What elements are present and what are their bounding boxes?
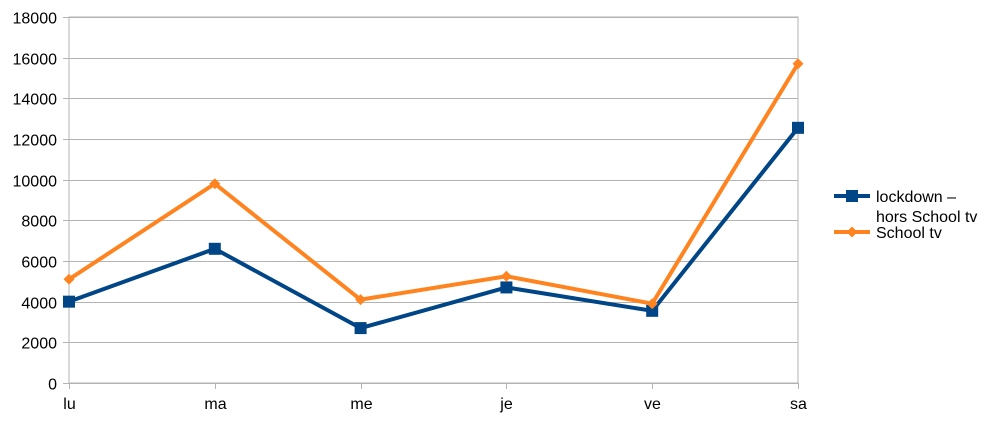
data-point-diamond (500, 270, 512, 282)
y-tick-label: 4000 (21, 296, 57, 313)
x-tick-label: sa (790, 396, 807, 413)
y-tick-label: 0 (48, 377, 57, 394)
data-point-square (500, 281, 513, 294)
y-tick-label: 10000 (13, 174, 58, 191)
y-tick-label: 2000 (21, 336, 57, 353)
x-tick-label: ma (204, 396, 226, 413)
data-point-square (63, 295, 75, 308)
data-point-square (208, 242, 221, 255)
data-point-diamond (646, 298, 658, 310)
series-lines (63, 58, 804, 335)
y-tick-label: 18000 (13, 11, 58, 28)
legend-label: hors School tv (876, 209, 977, 226)
y-tick-label: 14000 (13, 92, 58, 109)
data-point-diamond (846, 226, 858, 238)
y-tick-label: 6000 (21, 255, 57, 272)
data-point-square (792, 121, 804, 134)
y-tick-label: 8000 (21, 214, 57, 231)
y-tick-label: 16000 (13, 52, 58, 69)
y-tick-label: 12000 (13, 133, 58, 150)
data-point-diamond (63, 273, 75, 285)
legend-label: lockdown – (876, 189, 956, 206)
series-0 (63, 121, 804, 335)
data-point-diamond (209, 178, 221, 190)
data-point-square (354, 322, 367, 335)
plot-frame (68, 16, 799, 384)
legend-entry-0: lockdown – hors School tv (834, 189, 977, 226)
series-1 (63, 58, 804, 310)
axes: 0 2000 4000 6000 8000 10000 12000 14000 16000 180… (13, 11, 808, 414)
legend-label: School tv (876, 225, 942, 242)
data-point-diamond (792, 58, 804, 70)
x-tick-label: je (499, 396, 513, 413)
data-point-square (846, 190, 858, 202)
series-line (67, 125, 800, 331)
data-point-square (646, 304, 659, 317)
series-line (67, 61, 800, 306)
x-tick-label: ve (644, 396, 661, 413)
data-point-diamond (355, 294, 367, 306)
x-tick-label: lu (63, 396, 75, 413)
gridlines (68, 16, 799, 384)
x-tick-label: me (350, 396, 372, 413)
legend-entry-1: School tv (834, 225, 942, 242)
